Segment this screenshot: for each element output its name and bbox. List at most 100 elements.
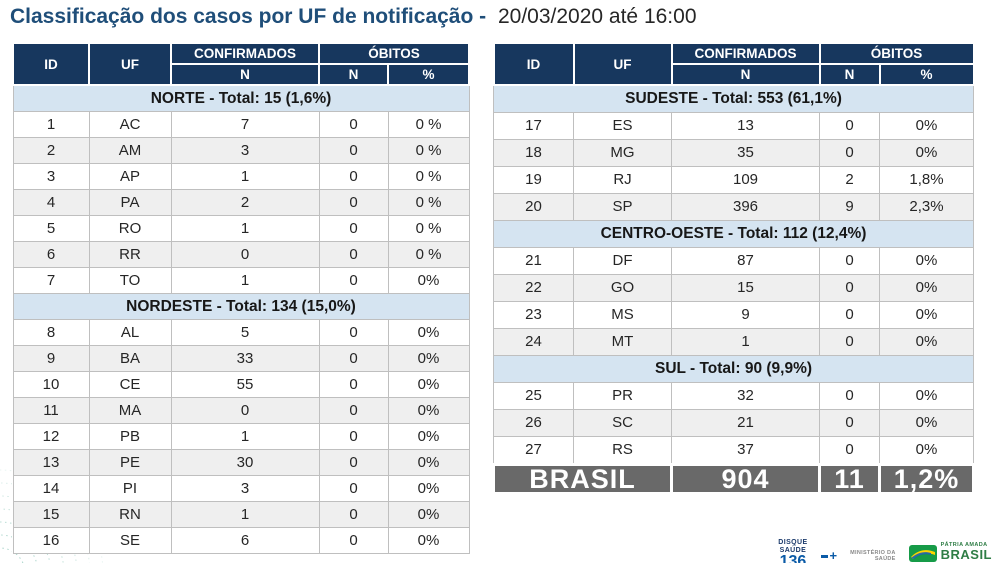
cell-obitos-n: 0 — [819, 139, 880, 167]
cell-obitos-n: 0 — [318, 345, 389, 372]
cell-id: 8 — [12, 319, 90, 346]
region-header-row: SUDESTE - Total: 553 (61,1%) — [492, 84, 975, 113]
cell-confirmados-n: 6 — [170, 527, 320, 554]
cell-id: 1 — [12, 111, 90, 138]
cell-obitos-n: 0 — [819, 247, 880, 275]
brasil-obitos-n: 11 — [818, 463, 881, 495]
table-header: ID UF CONFIRMADOS ÓBITOS N N % — [12, 42, 471, 86]
cell-uf: RJ — [573, 166, 672, 194]
ministerio-line1: MINISTÉRIO DA — [850, 550, 896, 556]
cell-obitos-pct: 0 % — [387, 163, 470, 190]
cell-id: 9 — [12, 345, 90, 372]
cell-confirmados-n: 0 — [170, 241, 320, 268]
disque-saude-logo: DISQUE SAÚDE 136 — [778, 539, 807, 563]
cell-confirmados-n: 13 — [671, 112, 820, 140]
brasil-total-row: BRASIL 904 11 1,2% — [492, 463, 976, 495]
col-subheader-confirmados-n: N — [670, 63, 821, 86]
cell-id: 14 — [12, 475, 90, 502]
cell-confirmados-n: 15 — [671, 274, 820, 302]
region-header-row: NORTE - Total: 15 (1,6%) — [12, 84, 470, 112]
cell-uf: PB — [88, 423, 172, 450]
region-header-label: NORTE - Total: 15 (1,6%) — [12, 84, 470, 112]
col-header-id: ID — [12, 42, 90, 86]
cell-obitos-pct: 0% — [387, 475, 470, 502]
table-row: 12 PB 1 0 0% — [12, 423, 470, 450]
col-subheader-confirmados-n: N — [170, 63, 320, 86]
cell-obitos-pct: 0% — [387, 501, 470, 528]
table-row: 24 MT 1 0 0% — [493, 328, 975, 356]
table-row: 22 GO 15 0 0% — [493, 274, 975, 302]
cell-obitos-pct: 0% — [878, 139, 975, 167]
col-subheader-obitos-n: N — [818, 63, 881, 86]
cell-confirmados-n: 9 — [671, 301, 820, 329]
table-row: 1 AC 7 0 0 % — [12, 111, 470, 138]
cell-id: 23 — [493, 301, 574, 329]
table-header: ID UF CONFIRMADOS ÓBITOS N N % — [492, 42, 975, 86]
cell-confirmados-n: 55 — [170, 371, 320, 398]
cell-obitos-pct: 0 % — [387, 137, 470, 164]
cell-confirmados-n: 109 — [671, 166, 820, 194]
cell-obitos-n: 0 — [318, 189, 389, 216]
cell-confirmados-n: 1 — [170, 423, 320, 450]
table-row: 16 SE 6 0 0% — [12, 527, 470, 554]
cell-id: 4 — [12, 189, 90, 216]
cell-obitos-pct: 0% — [878, 382, 975, 410]
cell-obitos-n: 9 — [819, 193, 880, 221]
table-row: 6 RR 0 0 0 % — [12, 241, 470, 268]
cell-uf: RO — [88, 215, 172, 242]
table-row: 11 MA 0 0 0% — [12, 397, 470, 424]
cell-id: 12 — [12, 423, 90, 450]
cell-id: 21 — [493, 247, 574, 275]
cell-obitos-pct: 0% — [878, 301, 975, 329]
cell-id: 26 — [493, 409, 574, 437]
cell-uf: MA — [88, 397, 172, 424]
cell-uf: BA — [88, 345, 172, 372]
cell-uf: RS — [573, 436, 672, 465]
cell-id: 15 — [12, 501, 90, 528]
cell-obitos-n: 0 — [318, 111, 389, 138]
table-row: 23 MS 9 0 0% — [493, 301, 975, 329]
sus-plus-icon: + — [829, 548, 838, 563]
cell-confirmados-n: 1 — [170, 267, 320, 294]
cell-uf: PE — [88, 449, 172, 476]
page-title-main: Classificação dos casos por UF de notifi… — [10, 5, 487, 28]
cell-confirmados-n: 3 — [170, 137, 320, 164]
cell-obitos-pct: 0% — [387, 319, 470, 346]
brasil-label: BRASIL — [940, 547, 992, 562]
region-header-row: SUL - Total: 90 (9,9%) — [492, 355, 975, 383]
cell-uf: CE — [88, 371, 172, 398]
cell-id: 6 — [12, 241, 90, 268]
table-row: 17 ES 13 0 0% — [493, 112, 975, 140]
cell-uf: MG — [573, 139, 672, 167]
col-header-uf: UF — [572, 42, 673, 86]
col-header-obitos: ÓBITOS — [818, 42, 975, 65]
cell-id: 19 — [493, 166, 574, 194]
cell-confirmados-n: 0 — [170, 397, 320, 424]
cell-confirmados-n: 32 — [671, 382, 820, 410]
cell-id: 3 — [12, 163, 90, 190]
cell-id: 25 — [493, 382, 574, 410]
cell-uf: PI — [88, 475, 172, 502]
cell-confirmados-n: 33 — [170, 345, 320, 372]
cell-uf: PR — [573, 382, 672, 410]
cell-obitos-n: 0 — [318, 397, 389, 424]
table-row: 26 SC 21 0 0% — [493, 409, 975, 437]
cell-id: 16 — [12, 527, 90, 554]
cell-obitos-n: 0 — [819, 328, 880, 356]
table-body: SUDESTE - Total: 553 (61,1%) 17 ES 13 0 0% 18 M… — [492, 84, 976, 495]
col-header-confirmados: CONFIRMADOS — [670, 42, 821, 65]
brasil-flag-icon — [908, 545, 937, 562]
cell-obitos-n: 2 — [819, 166, 880, 194]
cell-uf: PA — [88, 189, 172, 216]
cell-confirmados-n: 5 — [170, 319, 320, 346]
cell-obitos-n: 0 — [318, 501, 389, 528]
cell-obitos-pct: 0% — [387, 345, 470, 372]
cell-obitos-n: 0 — [318, 475, 389, 502]
cell-obitos-pct: 0% — [878, 274, 975, 302]
col-subheader-obitos-n: N — [318, 63, 389, 86]
table-row: 8 AL 5 0 0% — [12, 319, 470, 346]
cell-id: 27 — [493, 436, 574, 465]
cell-confirmados-n: 1 — [170, 215, 320, 242]
cell-obitos-pct: 0% — [387, 397, 470, 424]
